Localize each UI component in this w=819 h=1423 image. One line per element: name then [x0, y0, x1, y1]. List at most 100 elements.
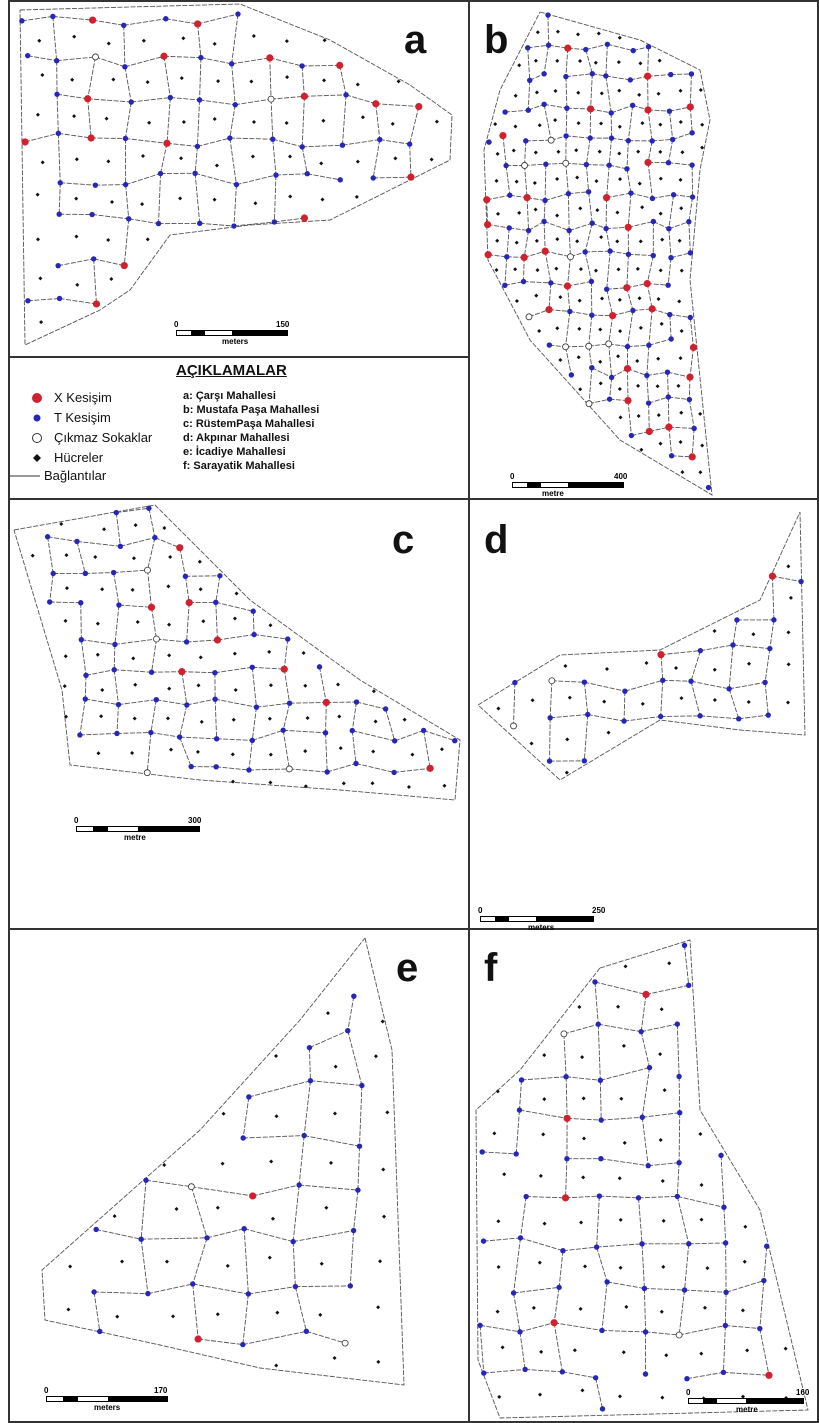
street-link: [610, 250, 629, 255]
cell-marker: [751, 632, 756, 637]
cell-marker: [396, 79, 401, 84]
street-link: [351, 730, 357, 764]
street-link: [505, 109, 529, 113]
t-intersection-node: [681, 942, 688, 949]
cell-marker: [500, 1345, 505, 1350]
t-intersection-node: [638, 1028, 644, 1035]
x-intersection-node: [648, 305, 656, 313]
x-intersection-node: [686, 103, 694, 111]
street-link: [482, 1151, 517, 1155]
x-intersection-node: [147, 603, 156, 611]
x-intersection-node: [561, 1194, 570, 1202]
street-link: [375, 103, 381, 140]
street-link: [667, 372, 669, 398]
cell-marker: [385, 1110, 390, 1115]
t-intersection-node: [676, 1159, 682, 1166]
street-link: [525, 139, 552, 142]
t-intersection-node: [115, 701, 122, 708]
cell-marker: [120, 1259, 125, 1264]
cell-marker: [537, 123, 542, 128]
street-link: [601, 1281, 608, 1331]
cell-marker: [576, 355, 581, 360]
scalebar-c: 0 300 metre: [72, 816, 222, 844]
street-link: [215, 698, 257, 708]
street-link: [648, 403, 650, 432]
t-intersection-node: [650, 218, 657, 225]
t-intersection-node: [246, 1094, 252, 1100]
x-intersection-node: [624, 223, 632, 231]
cell-marker: [494, 178, 499, 183]
cell-marker: [221, 1111, 226, 1116]
cell-marker: [786, 700, 791, 705]
cell-marker: [660, 237, 665, 242]
street-link: [91, 137, 126, 139]
street-link: [670, 252, 691, 259]
cell-marker: [495, 238, 500, 243]
t-intersection-node: [644, 372, 650, 379]
street-link: [58, 182, 61, 215]
cell-marker: [661, 1218, 666, 1223]
street-link: [347, 1030, 363, 1086]
street-link: [549, 717, 551, 762]
t-intersection-node: [603, 73, 609, 79]
street-link: [52, 15, 93, 21]
x-intersection-node: [178, 668, 186, 676]
street-link: [79, 698, 86, 736]
cell-marker: [659, 1007, 664, 1012]
t-intersection-node: [677, 1110, 683, 1116]
street-link: [638, 1195, 678, 1199]
street-link: [76, 541, 86, 574]
street-link: [113, 572, 120, 606]
cell-marker: [702, 1305, 707, 1310]
cell-marker: [699, 1351, 704, 1356]
cell-marker: [284, 121, 289, 126]
street-link: [124, 66, 132, 103]
x-intersection-node: [160, 52, 168, 60]
cell-marker: [624, 1304, 629, 1309]
street-link: [583, 714, 589, 761]
cell-marker: [599, 91, 604, 96]
cell-marker: [514, 240, 519, 245]
cell-marker: [164, 1259, 169, 1264]
t-intersection-node: [518, 1077, 525, 1083]
cell-marker: [595, 208, 600, 213]
street-link: [140, 1180, 147, 1240]
x-intersection-node: [87, 134, 95, 142]
cell-marker: [168, 554, 173, 559]
street-link: [325, 702, 327, 733]
t-intersection-node: [545, 12, 551, 18]
street-link: [585, 43, 608, 51]
cell-marker: [538, 1173, 543, 1178]
street-link: [567, 285, 571, 312]
x-intersection-node: [120, 261, 128, 270]
street-link: [243, 1228, 249, 1295]
street-link: [271, 95, 305, 100]
scalebar-a: 0 150 meters: [172, 320, 312, 350]
t-intersection-node: [192, 170, 198, 176]
street-link: [523, 257, 525, 282]
legend: AÇIKLAMALAR X Kesişim T Kesişim Çıkmaz S…: [8, 356, 468, 494]
cell-marker: [618, 1217, 623, 1222]
street-link: [642, 1112, 680, 1118]
t-intersection-node: [184, 702, 190, 708]
cell-marker: [249, 79, 254, 84]
t-intersection-node: [545, 42, 552, 48]
cell-marker: [617, 1176, 622, 1181]
street-link: [125, 184, 130, 219]
t-intersection-node: [46, 599, 53, 605]
street-link: [385, 708, 396, 742]
t-intersection-node: [546, 758, 553, 764]
street-link: [565, 76, 568, 109]
street-link: [543, 104, 552, 141]
cell-marker: [617, 1394, 622, 1399]
street-link: [547, 15, 550, 46]
dead-end-node: [92, 53, 99, 61]
cell-marker: [678, 88, 683, 93]
street-link: [131, 97, 171, 103]
hollow-circle-icon: [30, 431, 44, 445]
street-link: [166, 142, 198, 147]
street-link: [301, 146, 308, 174]
cell-marker: [680, 470, 685, 475]
street-link: [689, 73, 692, 107]
t-intersection-node: [356, 1143, 363, 1149]
